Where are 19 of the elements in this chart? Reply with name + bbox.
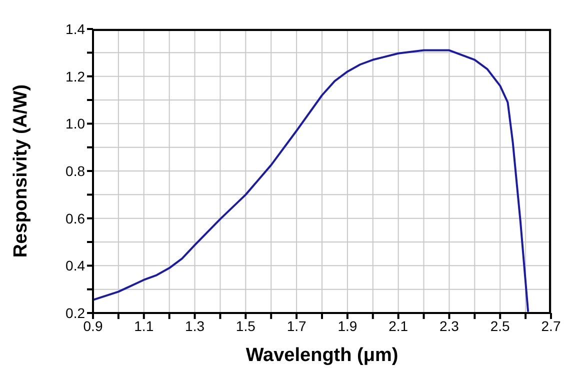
x-tick-label: 1.7: [286, 318, 306, 334]
x-tick-label: 1.3: [185, 318, 205, 334]
x-tick-label: 1.1: [134, 318, 154, 334]
y-tick-label: 0.2: [66, 304, 86, 321]
y-tick-label: 1.2: [66, 68, 86, 84]
x-tick-label: 1.5: [236, 318, 256, 334]
y-tick-label: 0.8: [66, 162, 86, 179]
x-tick-label: 2.1: [388, 318, 408, 334]
y-axis-title: Responsivity (A/W): [10, 84, 32, 258]
x-axis-title: Wavelength (μm): [246, 345, 398, 366]
y-tick-label: 0.6: [66, 210, 86, 226]
x-tick-label: 0.9: [83, 318, 103, 334]
y-tick-label: 1.0: [66, 116, 86, 132]
y-tick-label: 1.4: [66, 20, 86, 37]
x-tick-label: 2.7: [541, 318, 561, 334]
y-tick-label: 0.4: [66, 258, 86, 274]
x-tick-label: 1.9: [338, 318, 358, 334]
x-tick-label: 2.5: [490, 318, 510, 334]
x-tick-label: 2.3: [439, 318, 460, 334]
